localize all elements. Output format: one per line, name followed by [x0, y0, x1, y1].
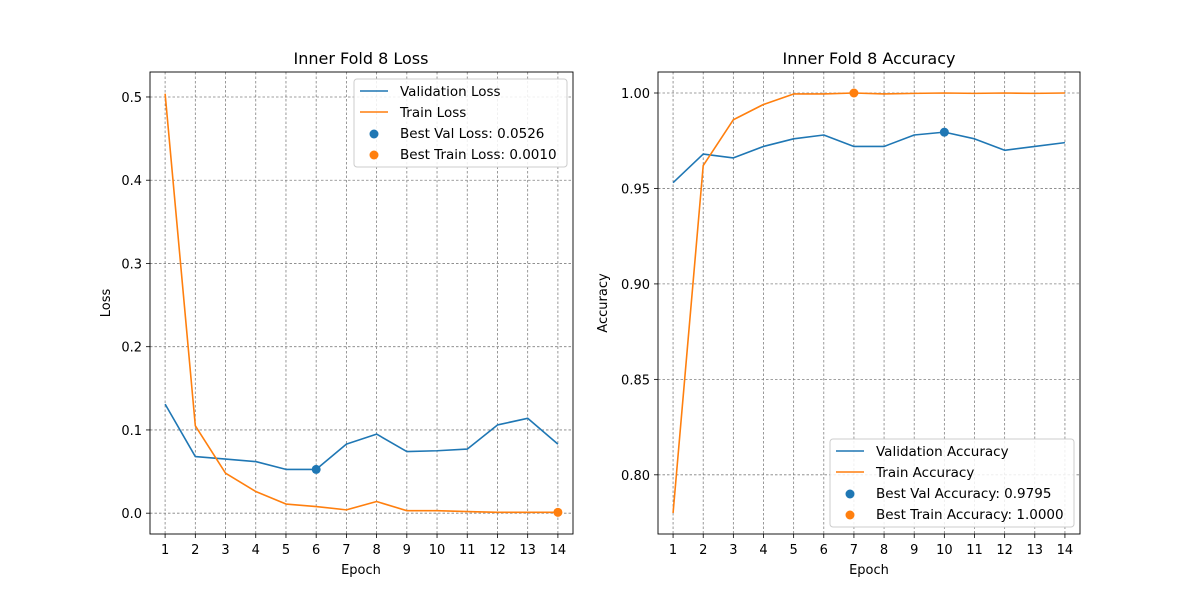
accuracy-x-tick-label: 2: [699, 543, 707, 558]
accuracy-x-tick-label: 3: [729, 543, 737, 558]
loss-legend-swatch-point: [369, 150, 379, 160]
loss-legend-label: Train Loss: [399, 105, 466, 121]
loss-legend-swatch-point: [369, 129, 379, 139]
loss-x-tick-label: 3: [221, 543, 229, 558]
loss-x-tick-label: 12: [489, 543, 506, 558]
loss-chart-xlabel: Epoch: [341, 563, 381, 578]
loss-x-tick-label: 5: [282, 543, 290, 558]
accuracy-y-tick-label: 0.90: [621, 278, 650, 293]
loss-y-tick-label: 0.1: [121, 424, 142, 439]
accuracy-chart-title: Inner Fold 8 Accuracy: [783, 49, 956, 68]
loss-chart-ticks: 1 2 3 4 5 6 7 8 9 10 11 12 13 140.00.10.20.30.40.5: [121, 71, 574, 558]
accuracy-x-tick-label: 11: [966, 543, 983, 558]
loss-x-tick-label: 1: [161, 543, 169, 558]
accuracy-series-line-train: [672, 92, 1065, 514]
accuracy-chart-xlabel: Epoch: [849, 563, 889, 578]
accuracy-y-tick-label: 1.00: [621, 87, 650, 102]
loss-x-tick-label: 2: [191, 543, 199, 558]
loss-y-tick-label: 0.4: [121, 174, 142, 189]
loss-y-tick-label: 0.5: [121, 91, 142, 106]
loss-chart-series: [164, 93, 559, 514]
loss-chart-grid: [150, 72, 573, 534]
accuracy-x-tick-label: 10: [936, 543, 953, 558]
loss-x-tick-label: 8: [372, 543, 380, 558]
accuracy-x-tick-label: 1: [669, 543, 677, 558]
loss-axes-frame: [149, 71, 574, 535]
accuracy-best-point-validation: [939, 127, 949, 137]
loss-chart: Inner Fold 8 Loss Epoch Loss 1 2 3 4 5 6 7 8 9 10…: [99, 49, 574, 578]
accuracy-legend-label: Best Train Accuracy: 1.0000: [876, 507, 1064, 523]
loss-legend-box: [353, 78, 568, 168]
accuracy-best-point-train: [849, 88, 859, 98]
loss-chart-legend: Validation Loss Train Loss Best Val Loss: …: [353, 78, 568, 168]
loss-x-tick-label: 9: [403, 543, 411, 558]
loss-best-point-train: [553, 507, 563, 517]
accuracy-axes-frame: [657, 71, 1081, 535]
loss-legend-label: Best Val Loss: 0.0526: [400, 126, 544, 142]
loss-series-line-train: [164, 93, 558, 514]
accuracy-y-tick-label: 0.95: [621, 182, 650, 197]
accuracy-legend-label: Train Accuracy: [875, 465, 974, 481]
loss-x-tick-label: 4: [252, 543, 260, 558]
loss-chart-title: Inner Fold 8 Loss: [294, 49, 429, 68]
loss-series-line-validation: [164, 403, 559, 471]
accuracy-chart-series: [672, 92, 1066, 514]
accuracy-x-tick-label: 12: [996, 543, 1013, 558]
accuracy-y-tick-label: 0.80: [621, 469, 650, 484]
accuracy-x-tick-label: 13: [1027, 543, 1044, 558]
accuracy-y-tick-label: 0.85: [621, 373, 650, 388]
accuracy-chart-ticks: 1 2 3 4 5 6 7 8 9 10 11 12 13 140.800.850.900.951.00: [621, 71, 1081, 558]
accuracy-chart-legend: Validation Accuracy Train Accuracy Best Va…: [829, 438, 1075, 528]
loss-x-tick-label: 7: [342, 543, 350, 558]
accuracy-chart-best-points: [849, 88, 949, 137]
accuracy-legend-box: [829, 438, 1075, 528]
loss-legend-label: Validation Loss: [400, 84, 501, 100]
accuracy-legend-swatch-point: [845, 489, 855, 499]
loss-chart-best-points: [311, 464, 563, 517]
loss-legend-label: Best Train Loss: 0.0010: [400, 147, 557, 163]
loss-chart-ylabel: Loss: [99, 289, 114, 318]
accuracy-x-tick-label: 8: [880, 543, 888, 558]
accuracy-chart-ylabel: Accuracy: [596, 273, 611, 333]
loss-x-tick-label: 13: [519, 543, 536, 558]
loss-x-tick-label: 6: [312, 543, 320, 558]
accuracy-series-line-validation: [672, 131, 1066, 184]
loss-y-tick-label: 0.3: [121, 257, 142, 272]
loss-y-tick-label: 0.0: [121, 507, 142, 522]
loss-y-tick-label: 0.2: [121, 341, 142, 356]
accuracy-legend-label: Validation Accuracy: [876, 444, 1009, 460]
loss-x-tick-label: 10: [429, 543, 446, 558]
accuracy-x-tick-label: 9: [910, 543, 918, 558]
loss-x-tick-label: 14: [550, 543, 567, 558]
accuracy-x-tick-label: 6: [820, 543, 828, 558]
loss-x-tick-label: 11: [459, 543, 476, 558]
accuracy-x-tick-label: 5: [790, 543, 798, 558]
loss-best-point-validation: [311, 464, 321, 474]
accuracy-legend-swatch-point: [845, 510, 855, 520]
accuracy-x-tick-label: 14: [1057, 543, 1074, 558]
accuracy-legend-label: Best Val Accuracy: 0.9795: [876, 486, 1051, 502]
accuracy-x-tick-label: 7: [850, 543, 858, 558]
accuracy-x-tick-label: 4: [759, 543, 767, 558]
